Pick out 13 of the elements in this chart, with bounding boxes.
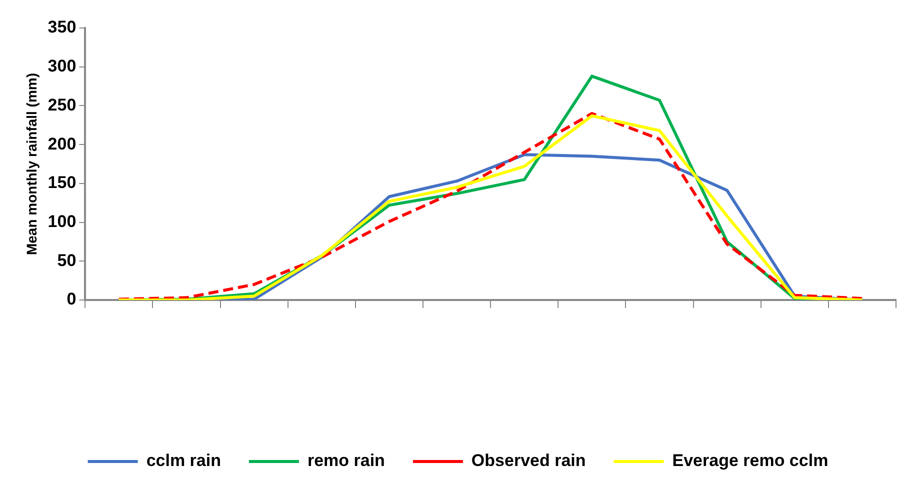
y-tick-label: 50 [57,250,76,270]
y-tick-label: 300 [48,56,76,76]
y-tick-label: 200 [48,134,76,154]
legend-label: Observed rain [471,451,586,470]
y-tick-label: 150 [48,173,76,192]
legend-label: cclm rain [146,451,221,470]
legend-label: Everage remo cclm [672,451,828,470]
y-tick-label: 0 [66,290,76,309]
y-tick-label: 350 [48,18,76,37]
y-tick-label: 100 [48,212,76,231]
y-tick-label: 250 [48,95,76,114]
legend-label: remo rain [307,451,385,470]
y-axis-title: Mean monthly rainfall (mm) [23,72,40,256]
